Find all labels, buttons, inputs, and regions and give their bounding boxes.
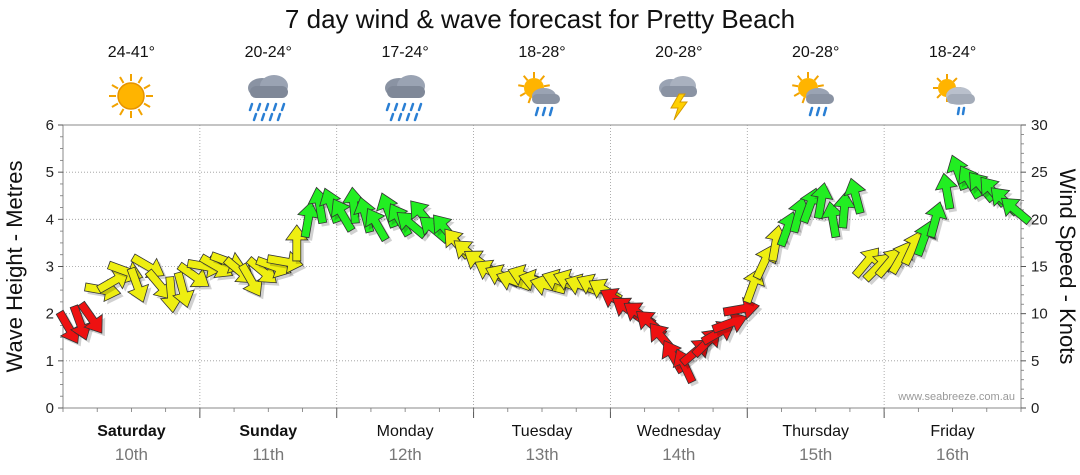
temperature-range: 20-28° bbox=[792, 44, 840, 61]
day-date-label: 12th bbox=[389, 445, 422, 464]
y-left-tick-label: 6 bbox=[46, 117, 54, 134]
sun-shower-icon bbox=[487, 68, 597, 129]
temperature-range: 24-41° bbox=[107, 44, 156, 61]
y-left-tick-label: 4 bbox=[46, 211, 54, 228]
y-left-tick-label: 0 bbox=[46, 400, 54, 417]
rain-cloud-icon bbox=[350, 68, 460, 129]
day-date-label: 14th bbox=[662, 445, 695, 464]
day-name-label: Monday bbox=[377, 423, 434, 440]
wind-arrow bbox=[172, 271, 195, 309]
y-right-tick-label: 15 bbox=[1031, 259, 1048, 276]
wind-arrow bbox=[130, 253, 165, 279]
day-date-label: 11th bbox=[252, 445, 284, 464]
weather-day: 20-24° bbox=[213, 44, 323, 129]
y-left-tick-label: 2 bbox=[46, 306, 54, 323]
wind-arrow bbox=[365, 207, 390, 243]
weather-day: 20-28° bbox=[761, 44, 871, 129]
wind-arrow bbox=[924, 201, 948, 239]
y-right-tick-label: 30 bbox=[1031, 117, 1048, 134]
wind-arrow-layer bbox=[55, 154, 1035, 387]
day-name-label: Sunday bbox=[239, 423, 297, 440]
temperature-range: 18-24° bbox=[928, 44, 977, 61]
day-date-label: 10th bbox=[115, 445, 148, 464]
sunny-icon bbox=[76, 68, 186, 129]
day-name-label: Saturday bbox=[97, 423, 166, 440]
wind-arrow bbox=[934, 172, 959, 210]
weather-day: 18-28° bbox=[487, 44, 597, 129]
y-left-tick-label: 3 bbox=[46, 259, 54, 276]
wind-arrow bbox=[810, 182, 834, 220]
y-right-tick-label: 25 bbox=[1031, 164, 1048, 181]
day-name-label: Wednesday bbox=[637, 423, 721, 440]
temperature-range: 20-28° bbox=[655, 44, 703, 61]
y-right-tick-label: 10 bbox=[1031, 306, 1048, 323]
weather-day: 20-28° bbox=[624, 44, 734, 129]
y-left-axis-label: Wave Height - Metres bbox=[2, 161, 27, 373]
wind-arrow bbox=[832, 191, 857, 229]
weather-day: 17-24° bbox=[350, 44, 460, 129]
chart-title: 7 day wind & wave forecast for Pretty Be… bbox=[284, 4, 796, 34]
wind-arrow bbox=[330, 198, 356, 233]
wind-arrow bbox=[1000, 197, 1033, 226]
day-name-label: Thursday bbox=[782, 423, 849, 440]
day-date-label: 15th bbox=[799, 445, 832, 464]
y-right-tick-label: 5 bbox=[1031, 353, 1039, 370]
sun-shower-icon bbox=[761, 68, 871, 129]
temperature-range: 20-24° bbox=[244, 44, 292, 61]
day-date-label: 16th bbox=[936, 445, 969, 464]
day-date-label: 13th bbox=[525, 445, 558, 464]
wind-arrow bbox=[843, 177, 867, 215]
day-name-label: Friday bbox=[930, 423, 974, 440]
temperature-range: 18-28° bbox=[518, 44, 566, 61]
partly-cloudy-shower-icon bbox=[898, 68, 1008, 129]
weather-day: 24-41° bbox=[76, 44, 186, 129]
thunderstorm-icon bbox=[624, 68, 734, 129]
rain-cloud-icon bbox=[213, 68, 323, 129]
day-name-label: Tuesday bbox=[512, 423, 573, 440]
y-right-axis-label: Wind Speed - Knots bbox=[1055, 169, 1080, 365]
y-left-tick-label: 1 bbox=[46, 353, 54, 370]
y-left-tick-label: 5 bbox=[46, 164, 54, 181]
temperature-range: 17-24° bbox=[381, 44, 429, 61]
watermark-text: www.seabreeze.com.au bbox=[897, 391, 1015, 403]
wind-arrow bbox=[77, 300, 103, 334]
weather-day: 18-24° bbox=[898, 44, 1008, 129]
y-right-tick-label: 0 bbox=[1031, 400, 1039, 417]
y-right-tick-label: 20 bbox=[1031, 211, 1048, 228]
wind-arrow bbox=[126, 266, 150, 303]
